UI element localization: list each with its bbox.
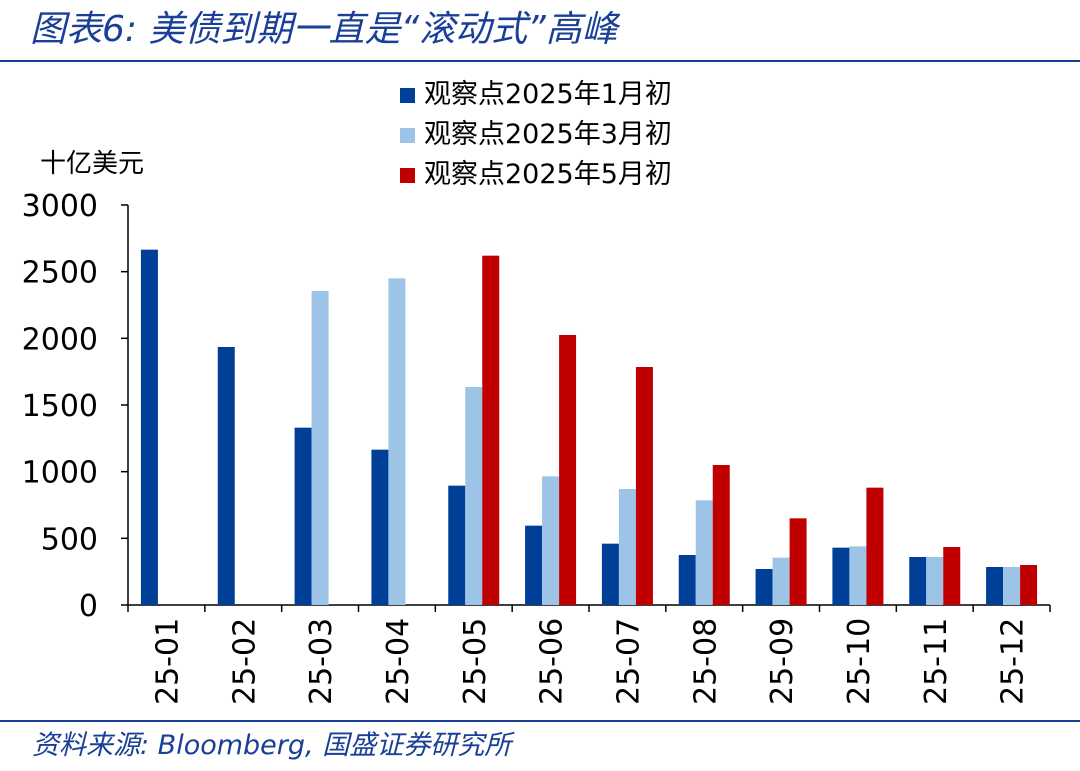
bar-25-10-series-2 <box>849 546 867 605</box>
bar-25-10-series-3 <box>866 487 884 605</box>
bar-25-09-series-1 <box>755 569 773 605</box>
bar-25-10-series-1 <box>832 547 850 605</box>
x-tick-label: 25-01 <box>150 618 185 705</box>
bar-25-01-series-1 <box>140 249 158 605</box>
source-note: 资料来源: Bloomberg, 国盛证券研究所 <box>32 730 512 761</box>
y-axis: 0 500 1000 1500 2000 2500 3000 <box>22 189 129 624</box>
bars <box>140 249 1038 605</box>
bar-25-04-series-1 <box>371 449 389 605</box>
x-axis: 25-01 25-02 25-03 25-04 25-05 25-06 25-07 25-08… <box>127 604 1051 705</box>
legend-swatch <box>400 168 415 183</box>
bar-25-05-series-1 <box>448 485 466 605</box>
legend-label: 观察点2025年5月初 <box>424 159 672 190</box>
bar-25-06-series-1 <box>525 525 543 605</box>
bar-25-03-series-1 <box>294 427 312 605</box>
x-tick-label: 25-05 <box>458 618 493 705</box>
bar-25-12-series-2 <box>1003 567 1021 605</box>
legend-label: 观察点2025年1月初 <box>424 79 672 110</box>
legend-label: 观察点2025年3月初 <box>424 119 672 150</box>
x-tick-label: 25-06 <box>535 618 570 705</box>
y-tick-label: 2000 <box>22 322 98 357</box>
x-tick-label: 25-04 <box>381 618 416 705</box>
x-tick-label: 25-12 <box>996 618 1031 705</box>
bar-25-06-series-3 <box>559 335 577 605</box>
x-tick-label: 25-03 <box>304 618 339 705</box>
bar-25-05-series-2 <box>465 387 483 605</box>
bar-25-08-series-2 <box>695 500 713 605</box>
footer-divider <box>0 720 1080 722</box>
bar-25-12-series-3 <box>1020 565 1038 605</box>
bar-25-09-series-3 <box>789 518 807 605</box>
bar-25-07-series-2 <box>618 489 636 605</box>
bar-25-03-series-2 <box>311 291 329 605</box>
y-tick-label: 1000 <box>22 456 98 491</box>
bar-25-08-series-3 <box>712 465 730 605</box>
bar-25-07-series-3 <box>635 367 653 605</box>
legend-swatch <box>400 128 415 143</box>
x-tick-label: 25-08 <box>688 618 723 705</box>
bar-25-08-series-1 <box>678 555 696 605</box>
bar-25-12-series-1 <box>986 567 1004 605</box>
bar-25-07-series-1 <box>601 543 619 605</box>
x-tick-label: 25-07 <box>611 618 646 705</box>
bar-25-05-series-3 <box>482 255 500 605</box>
x-tick-label: 25-11 <box>919 618 954 705</box>
x-tick-label: 25-09 <box>765 618 800 705</box>
bar-25-04-series-2 <box>388 278 406 605</box>
legend-swatch <box>400 88 415 103</box>
bar-25-06-series-2 <box>542 476 560 605</box>
y-tick-label: 2500 <box>22 256 98 291</box>
y-axis-label: 十亿美元 <box>40 149 144 179</box>
bar-25-09-series-2 <box>772 557 790 605</box>
bar-25-02-series-1 <box>217 347 235 605</box>
y-tick-label: 1500 <box>22 389 98 424</box>
y-tick-label: 3000 <box>22 189 98 224</box>
bar-25-11-series-1 <box>909 557 927 605</box>
x-tick-label: 25-10 <box>842 618 877 705</box>
y-tick-label: 500 <box>41 522 98 557</box>
y-tick-label: 0 <box>79 589 98 624</box>
bar-25-11-series-2 <box>926 557 944 605</box>
title-divider <box>0 60 1080 62</box>
bar-25-11-series-3 <box>943 547 961 605</box>
x-tick-label: 25-02 <box>227 618 262 705</box>
chart-title: 图表6: 美债到期一直是“滚动式”高峰 <box>30 9 618 50</box>
